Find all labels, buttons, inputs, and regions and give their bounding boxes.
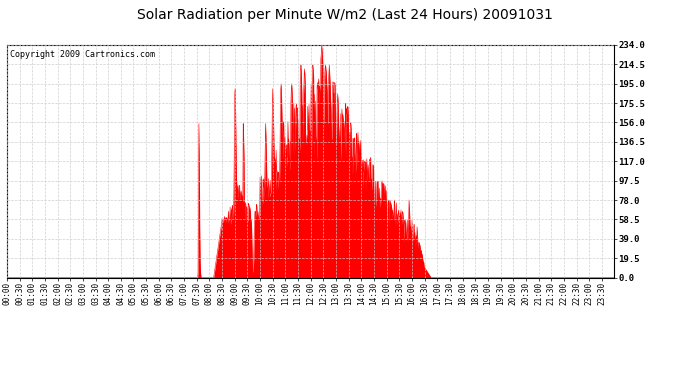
Text: Copyright 2009 Cartronics.com: Copyright 2009 Cartronics.com xyxy=(10,50,155,58)
Text: Solar Radiation per Minute W/m2 (Last 24 Hours) 20091031: Solar Radiation per Minute W/m2 (Last 24… xyxy=(137,8,553,21)
